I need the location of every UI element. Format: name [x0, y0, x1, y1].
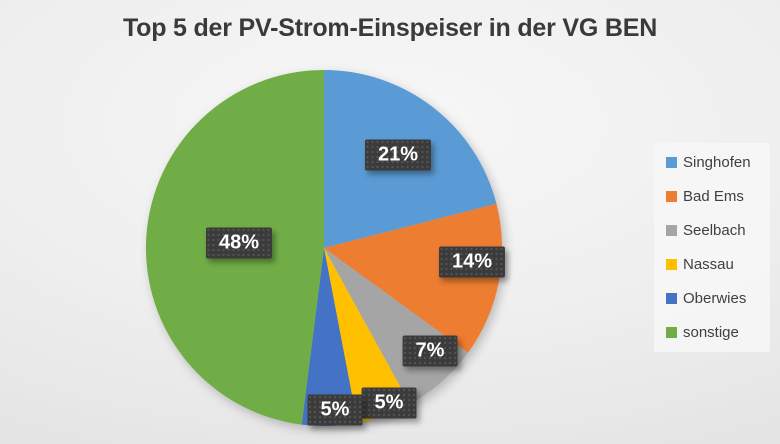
legend-swatch-nassau — [666, 259, 677, 271]
legend-label: Nassau — [683, 256, 734, 274]
legend-label: Oberwies — [683, 290, 747, 308]
legend-item-sonstige: sonstige — [666, 324, 770, 341]
legend-label: sonstige — [683, 324, 739, 342]
legend-item-oberwies: Oberwies — [666, 290, 770, 307]
legend-swatch-bad-ems — [666, 190, 677, 202]
legend-item-singhofen: Singhofen — [666, 154, 770, 171]
legend-label: Singhofen — [683, 153, 751, 171]
legend-swatch-sonstige — [666, 327, 677, 339]
pie-slice-oberwies — [301, 248, 358, 427]
legend-label: Bad Ems — [683, 187, 744, 205]
pie-slice-nassau — [324, 248, 410, 423]
legend-swatch-oberwies — [666, 293, 677, 305]
legend-item-nassau: Nassau — [666, 256, 770, 273]
pie-slice-sonstige — [145, 70, 324, 425]
pie-slice-bad-ems — [324, 203, 503, 353]
chart-legend: Singhofen Bad Ems Seelbach Nassau Oberwi… — [654, 143, 770, 352]
legend-label: Seelbach — [683, 221, 746, 239]
legend-item-seelbach: Seelbach — [666, 222, 770, 239]
legend-swatch-singhofen — [666, 156, 677, 168]
chart-title: Top 5 der PV-Strom-Einspeiser in der VG … — [122, 14, 658, 42]
legend-item-bad-ems: Bad Ems — [666, 188, 770, 205]
legend-swatch-seelbach — [666, 224, 677, 236]
